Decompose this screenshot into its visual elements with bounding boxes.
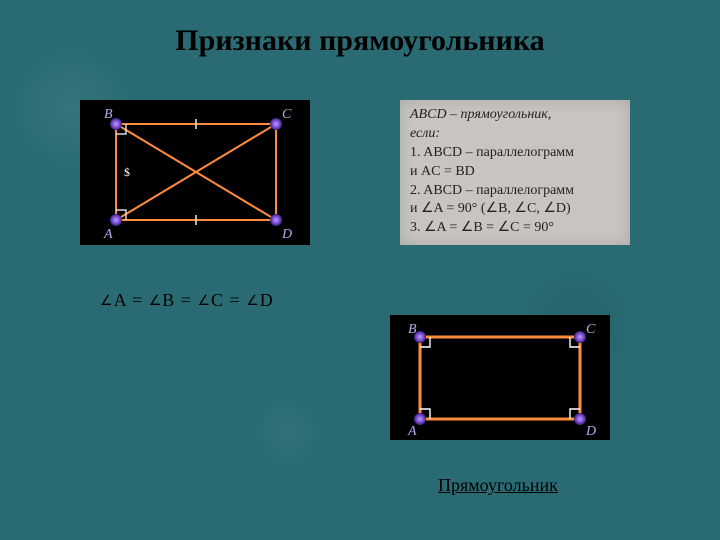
eq-part-d: D — [260, 290, 274, 310]
figure1-svg: $ B C A D — [80, 100, 310, 245]
textbox-item2b: и ∠A = 90° (∠B, ∠C, ∠D) — [410, 201, 571, 216]
fig2-label-a: A — [407, 424, 417, 439]
rectangle-link[interactable]: Прямоугольник — [438, 475, 558, 496]
angle-symbol-3: ∠ — [197, 294, 211, 309]
textbox-item3: 3. ∠A = ∠B = ∠C = 90° — [410, 220, 554, 235]
fig1-label-b: B — [104, 107, 113, 122]
figure-rectangle-plain: B C A D — [390, 315, 610, 440]
slide-title: Признаки прямоугольника — [0, 24, 720, 58]
eq-part-b: B = — [162, 290, 197, 310]
eq-part-c: C = — [211, 290, 246, 310]
angle-symbol-2: ∠ — [149, 294, 163, 309]
conditions-textbox: ABCD – прямоугольник, если: 1. ABCD – па… — [400, 100, 630, 245]
fig2-label-b: B — [408, 322, 417, 337]
angle-symbol-1: ∠ — [100, 294, 114, 309]
svg-text:$: $ — [124, 165, 130, 179]
textbox-item2: 2. ABCD – параллелограмм — [410, 183, 574, 198]
fig2-label-d: D — [585, 424, 596, 439]
fig1-label-c: C — [282, 107, 292, 122]
figure2-svg: B C A D — [390, 315, 610, 440]
fig1-label-a: A — [103, 227, 113, 242]
textbox-item1: 1. ABCD – параллелограмм — [410, 145, 574, 160]
eq-part-a: A = — [114, 290, 149, 310]
fig1-label-d: D — [281, 227, 292, 242]
textbox-item1b: и AC = BD — [410, 164, 475, 179]
angle-symbol-4: ∠ — [246, 294, 260, 309]
figure-rectangle-diagonals: $ B C A D — [80, 100, 310, 245]
fig2-label-c: C — [586, 322, 596, 337]
textbox-header2: если: — [410, 126, 440, 141]
angle-equation: ∠A = ∠B = ∠C = ∠D — [100, 290, 274, 311]
textbox-header1: ABCD – прямоугольник, — [410, 107, 551, 122]
